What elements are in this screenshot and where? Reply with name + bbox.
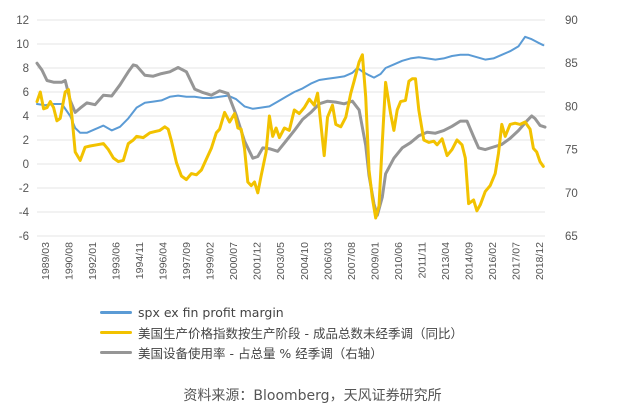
x-axis-tick-labels: 1989/03 1990/08 1992/01 1993/06 1994/11 1996/…	[40, 242, 546, 280]
y-tick-label: 6	[23, 87, 29, 99]
y2-tick-label: 65	[565, 231, 578, 243]
y-tick-label: 8	[23, 63, 29, 75]
x-tick-label: 2004/10	[299, 242, 311, 280]
x-tick-label: 1996/04	[158, 242, 170, 280]
y2-tick-label: 70	[565, 188, 578, 200]
y-tick-label: 0	[23, 159, 29, 171]
gridlines	[37, 19, 545, 237]
legend-swatch-capacity-utilization	[100, 350, 132, 354]
x-tick-label: 1990/08	[64, 242, 76, 280]
y2-tick-label: 75	[565, 145, 578, 157]
y-tick-label: -2	[19, 183, 29, 195]
legend-item-profit-margin: spx ex fin profit margin	[100, 302, 463, 322]
legend-label: spx ex fin profit margin	[138, 304, 284, 320]
x-tick-label: 1999/02	[205, 242, 217, 280]
x-tick-label: 1989/03	[40, 242, 52, 280]
x-tick-label: 1997/09	[181, 242, 193, 280]
x-tick-label: 2000/07	[228, 242, 240, 280]
y-tick-label: -4	[19, 207, 30, 219]
source-note: 资料来源：Bloomberg，天风证券研究所	[183, 388, 442, 404]
x-tick-label: 1992/01	[87, 242, 99, 280]
x-tick-label: 2014/09	[463, 242, 475, 280]
x-tick-label: 2016/02	[487, 242, 499, 280]
legend-label: 美国设备使用率 - 占总量 % 经季调（右轴）	[138, 345, 383, 361]
left-axis-tick-labels: 12 10 8 6 4 2 0 -2 -4 -6	[16, 15, 29, 243]
legend: spx ex fin profit margin 美国生产价格指数按生产阶段 -…	[100, 302, 463, 362]
x-tick-label: 2009/01	[369, 242, 381, 280]
series-lines	[35, 35, 547, 220]
series-line-2	[35, 61, 547, 217]
legend-swatch-profit-margin	[100, 310, 132, 314]
x-tick-label: 1994/11	[134, 242, 146, 279]
series-line-0	[36, 35, 545, 134]
x-tick-label: 1993/06	[111, 242, 123, 280]
x-tick-label: 2003/05	[275, 242, 287, 280]
y2-tick-label: 85	[565, 58, 578, 70]
series-line-1	[35, 53, 545, 220]
x-tick-label: 2010/06	[393, 242, 405, 280]
x-tick-label: 2001/12	[252, 242, 264, 280]
legend-swatch-ppi	[100, 330, 132, 334]
y-tick-label: 4	[23, 111, 30, 123]
right-axis-tick-labels: 90 85 80 75 70 65	[565, 15, 578, 243]
legend-label: 美国生产价格指数按生产阶段 - 成品总数未经季调（同比）	[138, 325, 463, 341]
x-tick-label: 2007/08	[346, 242, 358, 280]
legend-item-capacity-utilization: 美国设备使用率 - 占总量 % 经季调（右轴）	[100, 342, 463, 362]
x-tick-label: 2018/12	[534, 242, 546, 280]
y2-tick-label: 90	[565, 15, 578, 27]
line-chart: 12 10 8 6 4 2 0 -2 -4 -6 90 85 80 75 70 65 1989/03 1990…	[16, 15, 578, 280]
y-tick-label: -6	[19, 231, 29, 243]
y-tick-label: 2	[23, 135, 29, 147]
y-tick-label: 12	[16, 15, 29, 27]
x-tick-label: 2006/03	[322, 242, 334, 280]
x-tick-label: 2013/04	[440, 242, 452, 280]
x-tick-label: 2011/11	[416, 242, 428, 279]
y-tick-label: 10	[16, 39, 29, 51]
y2-tick-label: 80	[565, 101, 578, 113]
x-tick-label: 2017/07	[510, 242, 522, 280]
legend-item-ppi: 美国生产价格指数按生产阶段 - 成品总数未经季调（同比）	[100, 322, 463, 342]
